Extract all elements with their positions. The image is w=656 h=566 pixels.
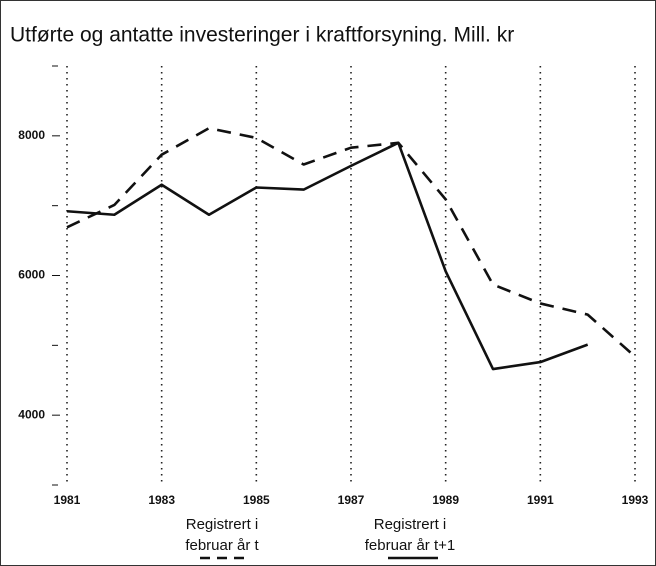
x-tick-label: 1985 [243, 493, 270, 507]
x-tick-label: 1991 [527, 493, 554, 507]
chart-title: Utførte og antatte investeringer i kraft… [10, 24, 514, 47]
legend-label: Registrert i februar år t+1 [364, 516, 456, 554]
y-tick-label: 4000 [18, 407, 45, 421]
y-tick-label: 6000 [18, 268, 45, 282]
x-tick-label: 1987 [338, 493, 365, 507]
legend-label: Registrert i februar år t [185, 516, 259, 554]
series-line [66, 126, 636, 358]
x-tick-label: 1993 [622, 493, 649, 507]
y-tick-label: 8000 [18, 128, 45, 142]
x-tick-label: 1983 [148, 493, 175, 507]
x-tick-label: 1981 [54, 493, 81, 507]
x-tick-label: 1989 [432, 493, 459, 507]
series-line [66, 141, 589, 371]
